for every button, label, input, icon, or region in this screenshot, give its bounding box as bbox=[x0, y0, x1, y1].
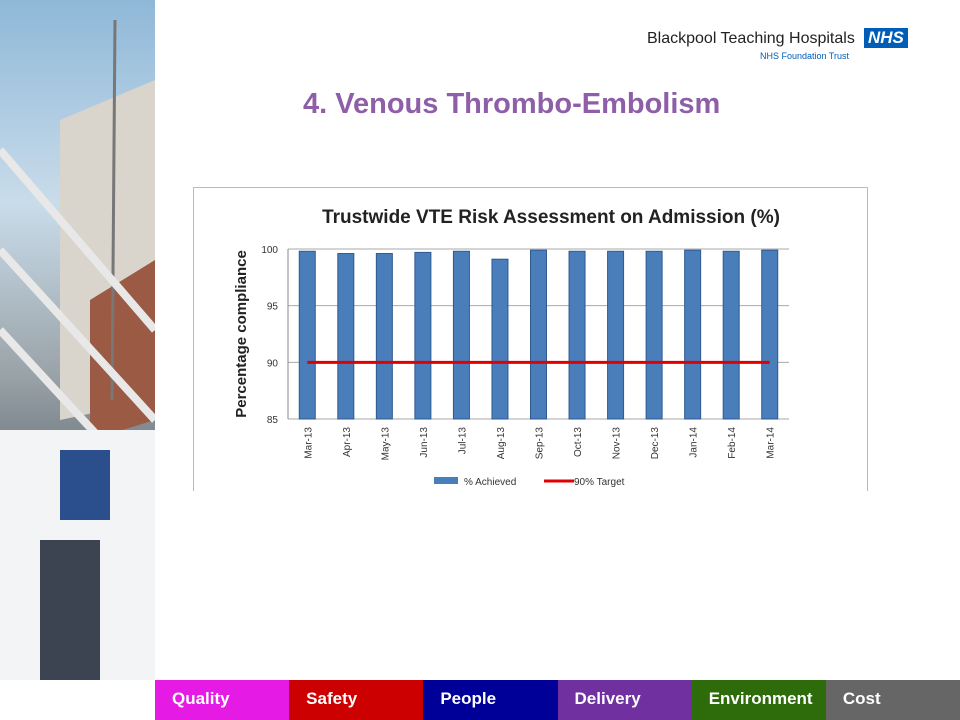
x-tick-label: Dec-13 bbox=[650, 427, 661, 460]
side-photo bbox=[0, 0, 155, 680]
y-tick-label: 95 bbox=[267, 302, 279, 313]
y-tick-label: 90 bbox=[267, 358, 279, 369]
x-tick-label: Feb-14 bbox=[727, 427, 738, 459]
y-tick-label: 85 bbox=[267, 415, 279, 426]
org-name: Blackpool Teaching Hospitals bbox=[647, 30, 855, 47]
nhs-badge: NHS bbox=[864, 28, 908, 48]
bar bbox=[298, 250, 316, 420]
x-tick-label: Mar-14 bbox=[766, 427, 777, 459]
bar bbox=[645, 250, 663, 420]
chart-title: Trustwide VTE Risk Assessment on Admissi… bbox=[322, 207, 780, 228]
bar bbox=[722, 250, 740, 420]
bar bbox=[684, 249, 702, 420]
nav-tab[interactable]: Cost bbox=[825, 680, 960, 720]
nav-tab[interactable]: Safety bbox=[289, 680, 424, 720]
bar bbox=[568, 250, 586, 420]
photo-art bbox=[0, 19, 155, 680]
bar bbox=[337, 253, 355, 420]
nav-tab[interactable]: People bbox=[423, 680, 558, 720]
chart: Trustwide VTE Risk Assessment on Admissi… bbox=[193, 187, 868, 491]
bar bbox=[761, 249, 779, 420]
nav-bar: Quality Safety People Delivery Environment Co… bbox=[155, 680, 960, 720]
legend-label: 90% Target bbox=[574, 477, 625, 488]
nav-tab[interactable]: Delivery bbox=[557, 680, 692, 720]
bar bbox=[491, 258, 509, 420]
nav-tab[interactable]: Environment bbox=[691, 680, 826, 720]
x-tick-label: Aug-13 bbox=[496, 427, 507, 460]
y-axis-label: Percentage compliance bbox=[233, 250, 250, 418]
x-tick-label: Oct-13 bbox=[573, 427, 584, 457]
slide-title: 4. Venous Thrombo-Embolism bbox=[303, 88, 721, 120]
legend-label: % Achieved bbox=[464, 477, 516, 488]
x-tick-label: Sep-13 bbox=[535, 427, 546, 460]
bar bbox=[375, 253, 393, 420]
x-tick-label: Mar-13 bbox=[303, 427, 314, 459]
bar bbox=[530, 249, 547, 420]
x-tick-label: Jan-14 bbox=[689, 427, 700, 458]
x-tick-label: May-13 bbox=[380, 427, 391, 461]
nav-tab[interactable]: Quality bbox=[155, 680, 290, 720]
bar bbox=[414, 251, 432, 420]
y-tick-label: 100 bbox=[261, 245, 278, 256]
bar bbox=[452, 250, 470, 420]
x-tick-label: Jul-13 bbox=[457, 427, 468, 455]
org-subtitle: NHS Foundation Trust bbox=[760, 51, 850, 61]
x-tick-label: Jun-13 bbox=[419, 427, 430, 458]
bar bbox=[607, 250, 625, 420]
x-tick-label: Nov-13 bbox=[612, 427, 623, 460]
x-tick-label: Apr-13 bbox=[342, 427, 353, 457]
legend-swatch bbox=[434, 477, 458, 484]
